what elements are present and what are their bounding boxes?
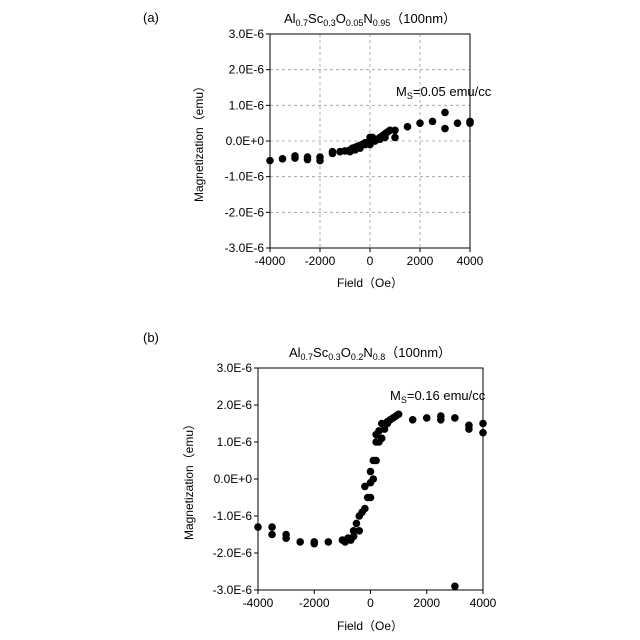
data-point xyxy=(466,117,474,126)
x-tick-label: 0 xyxy=(367,596,374,610)
data-point xyxy=(381,133,389,142)
data-point xyxy=(310,538,319,546)
chart-panel-b: -4000 -2000 0 2000 4000 -3.0E-6 -2.0E-6 -1.0E-6… xyxy=(143,330,497,633)
panel-label: (b) xyxy=(143,330,159,345)
data-point xyxy=(254,523,262,531)
panel-label: (a) xyxy=(143,10,159,25)
y-tick-label: 0.0E+0 xyxy=(226,134,265,148)
chart-title: Al0.7Sc0.3O0.05N0.95（100nm） xyxy=(284,11,456,28)
data-point xyxy=(441,108,449,117)
data-point xyxy=(355,512,364,520)
x-axis-label: Field（Oe） xyxy=(337,276,403,290)
data-point xyxy=(324,538,333,546)
data-point xyxy=(282,530,290,539)
y-tick-label: -3.0E-6 xyxy=(225,241,265,255)
y-tick-label: -2.0E-6 xyxy=(213,546,253,560)
y-tick-label: 0.0E+0 xyxy=(214,472,253,486)
y-axis-label: Magnetization（emu） xyxy=(182,418,196,540)
data-point xyxy=(372,430,380,439)
data-point xyxy=(316,153,324,161)
data-point xyxy=(366,467,375,476)
data-point xyxy=(479,428,487,437)
data-point xyxy=(266,156,274,165)
y-tick-label: 3.0E-6 xyxy=(217,361,253,375)
data-point xyxy=(453,119,462,127)
data-point xyxy=(383,417,392,426)
data-point xyxy=(344,534,352,542)
data-point xyxy=(394,410,403,419)
y-axis-label: Magnetization（emu） xyxy=(192,80,206,202)
chart-title: Al0.7Sc0.3O0.2N0.8（100nm） xyxy=(289,345,451,362)
y-tick-label: 2.0E-6 xyxy=(229,63,265,77)
x-tick-label: -4000 xyxy=(255,254,286,268)
data-point xyxy=(369,475,378,483)
data-point xyxy=(303,155,312,164)
y-tick-label: -1.0E-6 xyxy=(225,170,265,184)
data-point xyxy=(361,482,369,491)
data-point xyxy=(291,152,299,160)
data-point xyxy=(377,434,386,443)
data-point xyxy=(372,456,380,465)
y-tick-label: -3.0E-6 xyxy=(213,583,253,597)
data-point xyxy=(355,527,364,535)
x-tick-label: -2000 xyxy=(299,596,330,610)
data-point xyxy=(441,124,449,133)
data-point xyxy=(391,133,399,142)
ms-annotation: MS=0.05 emu/cc xyxy=(396,84,492,101)
data-point xyxy=(349,527,358,535)
y-tick-label: 2.0E-6 xyxy=(217,398,253,412)
data-point xyxy=(403,122,412,131)
data-point xyxy=(268,523,276,531)
data-point xyxy=(366,493,375,502)
y-tick-label: 3.0E-6 xyxy=(229,27,265,41)
x-tick-label: 4000 xyxy=(470,596,497,610)
data-point xyxy=(391,126,399,135)
x-axis-label: Field（Oe） xyxy=(337,619,403,633)
data-point xyxy=(428,117,437,126)
data-point xyxy=(465,421,473,430)
data-point xyxy=(451,414,459,422)
data-point xyxy=(352,519,361,528)
data-point xyxy=(268,530,276,539)
data-point xyxy=(437,416,445,424)
data-point xyxy=(296,538,304,546)
data-point xyxy=(278,155,287,163)
x-tick-label: 2000 xyxy=(407,254,434,268)
x-tick-label: -4000 xyxy=(243,596,274,610)
data-point xyxy=(408,416,417,424)
x-tick-label: 0 xyxy=(367,254,374,268)
data-point xyxy=(328,147,337,156)
data-point xyxy=(479,419,487,428)
y-tick-label: 1.0E-6 xyxy=(217,435,253,449)
y-tick-label: -1.0E-6 xyxy=(213,509,253,523)
x-tick-label: 4000 xyxy=(457,254,484,268)
y-tick-label: -2.0E-6 xyxy=(225,205,265,219)
x-tick-label: -2000 xyxy=(305,254,336,268)
data-point xyxy=(451,582,459,591)
ms-annotation: MS=0.16 emu/cc xyxy=(390,388,486,405)
data-point xyxy=(416,119,424,127)
data-point xyxy=(422,414,431,422)
x-tick-label: 2000 xyxy=(413,596,440,610)
data-point xyxy=(361,504,369,513)
y-tick-label: 1.0E-6 xyxy=(229,98,265,112)
chart-panel-a: -4000 -2000 0 2000 4000 -3.0E-6 -2.0E-6 -1.0E-6… xyxy=(143,10,492,290)
